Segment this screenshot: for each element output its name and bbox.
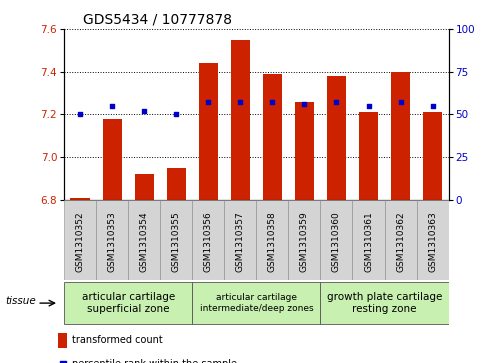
- Bar: [359, 112, 378, 200]
- Bar: [70, 197, 90, 200]
- Text: GSM1310353: GSM1310353: [107, 212, 117, 272]
- Text: GSM1310359: GSM1310359: [300, 212, 309, 272]
- Bar: [192, 200, 224, 280]
- Point: [140, 108, 148, 114]
- Bar: [64, 200, 96, 280]
- Text: growth plate cartilage
resting zone: growth plate cartilage resting zone: [327, 292, 442, 314]
- Bar: [167, 168, 186, 200]
- Text: tissue: tissue: [5, 296, 36, 306]
- Text: GSM1310363: GSM1310363: [428, 212, 437, 272]
- Bar: [58, 333, 67, 348]
- Bar: [231, 40, 250, 200]
- Point: [59, 360, 67, 363]
- Text: percentile rank within the sample: percentile rank within the sample: [72, 359, 238, 363]
- Bar: [224, 200, 256, 280]
- Text: GSM1310354: GSM1310354: [140, 212, 149, 272]
- Point: [204, 99, 212, 105]
- Text: GSM1310362: GSM1310362: [396, 212, 405, 272]
- Text: articular cartilage
superficial zone: articular cartilage superficial zone: [81, 292, 175, 314]
- Text: articular cartilage
intermediate/deep zones: articular cartilage intermediate/deep zo…: [200, 293, 313, 313]
- Bar: [423, 112, 442, 200]
- Bar: [327, 76, 346, 200]
- Text: GSM1310357: GSM1310357: [236, 212, 245, 272]
- Text: GSM1310352: GSM1310352: [75, 212, 85, 272]
- Bar: [320, 282, 449, 325]
- Bar: [103, 119, 122, 200]
- Bar: [391, 72, 410, 200]
- Point: [332, 99, 340, 105]
- Bar: [64, 282, 192, 325]
- Bar: [352, 200, 385, 280]
- Text: GDS5434 / 10777878: GDS5434 / 10777878: [83, 12, 232, 26]
- Bar: [160, 200, 192, 280]
- Bar: [96, 200, 128, 280]
- Point: [268, 99, 276, 105]
- Text: GSM1310361: GSM1310361: [364, 212, 373, 272]
- Point: [428, 103, 437, 109]
- Bar: [385, 200, 417, 280]
- Point: [173, 111, 180, 117]
- Point: [108, 103, 116, 109]
- Text: GSM1310358: GSM1310358: [268, 212, 277, 272]
- Bar: [199, 63, 218, 200]
- Bar: [288, 200, 320, 280]
- Point: [364, 103, 373, 109]
- Text: GSM1310355: GSM1310355: [172, 212, 181, 272]
- Bar: [263, 74, 282, 200]
- Text: GSM1310356: GSM1310356: [204, 212, 213, 272]
- Point: [300, 101, 309, 107]
- Bar: [320, 200, 352, 280]
- Bar: [192, 282, 320, 325]
- Text: GSM1310360: GSM1310360: [332, 212, 341, 272]
- Point: [396, 99, 404, 105]
- Bar: [256, 200, 288, 280]
- Point: [236, 99, 244, 105]
- Bar: [135, 174, 154, 200]
- Point: [76, 111, 84, 117]
- Bar: [128, 200, 160, 280]
- Bar: [295, 102, 314, 200]
- Bar: [417, 200, 449, 280]
- Text: transformed count: transformed count: [72, 335, 163, 345]
